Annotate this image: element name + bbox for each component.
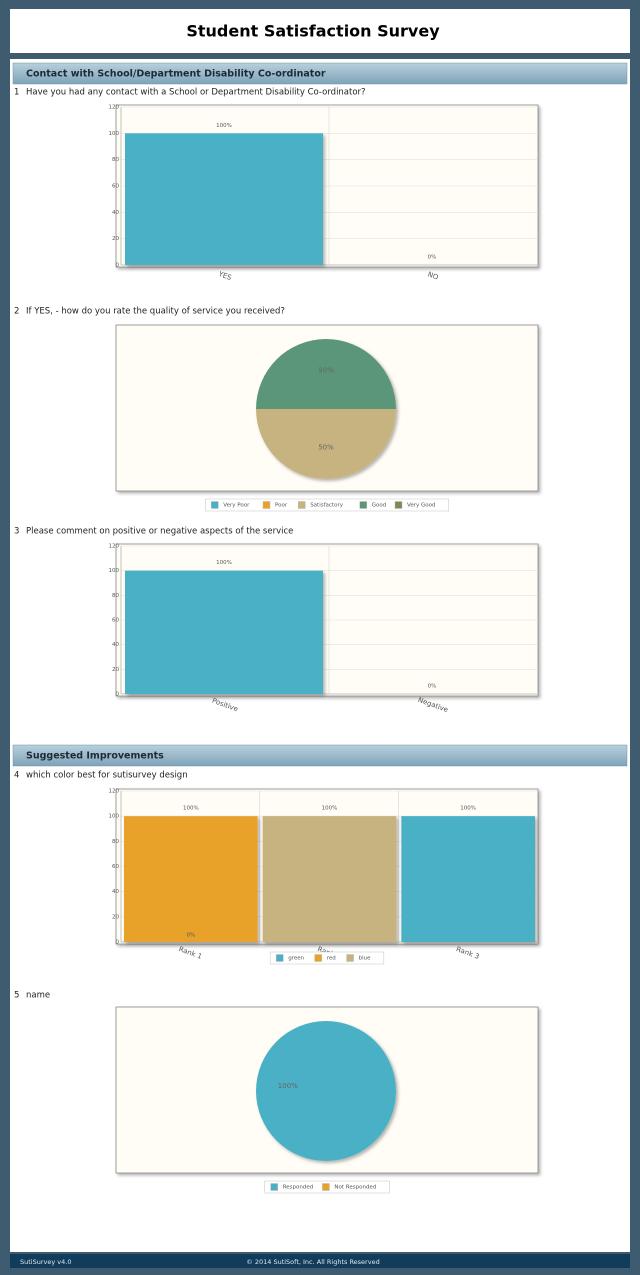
data-label: 50% xyxy=(318,444,334,452)
legend-swatch xyxy=(394,501,403,509)
y-tick-label: 60 xyxy=(112,184,119,190)
data-label: 0% xyxy=(428,684,437,690)
question-text: Have you had any contact with a School o… xyxy=(26,88,366,98)
legend-swatch xyxy=(270,1183,278,1191)
y-tick-label: 0 xyxy=(116,692,120,698)
legend-swatch xyxy=(262,501,271,509)
y-tick-label: 20 xyxy=(112,914,119,920)
legend-swatch xyxy=(211,501,219,509)
y-tick-label: 100 xyxy=(109,568,120,574)
header xyxy=(10,9,630,53)
y-tick-label: 100 xyxy=(109,131,120,137)
legend-label: Not Responded xyxy=(334,1185,376,1191)
question-number: 1 xyxy=(14,88,19,98)
data-label: 100% xyxy=(322,806,338,812)
footer-copyright: © 2014 SutiSoft, Inc. All Rights Reserve… xyxy=(246,1258,379,1266)
y-tick-label: 120 xyxy=(109,789,120,795)
legend-label: Satisfactory xyxy=(310,503,344,509)
y-tick-label: 20 xyxy=(112,236,119,242)
footer-version: SutiSurvey v4.0 xyxy=(20,1258,71,1266)
legend-label: Good xyxy=(372,503,386,509)
data-label: 100% xyxy=(460,806,476,812)
legend-label: Very Poor xyxy=(223,503,250,509)
bar xyxy=(125,133,323,265)
legend-label: Poor xyxy=(275,503,288,509)
page-title: Student Satisfaction Survey xyxy=(186,22,440,41)
bar-segment xyxy=(262,816,397,942)
y-tick-label: 60 xyxy=(112,618,119,624)
legend xyxy=(269,951,385,965)
legend-label: Very Good xyxy=(407,503,435,509)
bar-segment xyxy=(401,816,535,942)
y-tick-label: 40 xyxy=(112,210,119,216)
section-title: Suggested Improvements xyxy=(26,751,164,762)
legend-label: green xyxy=(288,956,304,962)
legend-label: blue xyxy=(359,956,372,962)
y-tick-label: 60 xyxy=(112,864,119,870)
section-header xyxy=(12,62,628,85)
question-text: Please comment on positive or negative a… xyxy=(26,527,293,537)
y-tick-label: 80 xyxy=(112,157,119,163)
section-header xyxy=(12,744,628,767)
question-text: name xyxy=(26,991,50,1001)
y-tick-label: 0 xyxy=(116,263,120,269)
y-tick-label: 120 xyxy=(109,105,120,111)
pie xyxy=(256,1021,396,1161)
section-title: Contact with School/Department Disabilit… xyxy=(26,69,326,80)
legend-label: Responded xyxy=(283,1185,314,1191)
question-text: which color best for sutisurvey design xyxy=(26,771,188,781)
legend-swatch xyxy=(314,954,322,962)
pie xyxy=(256,339,396,479)
pie-slice xyxy=(256,339,396,409)
legend-swatch xyxy=(275,954,284,962)
data-label: 50% xyxy=(318,367,334,375)
question-text: If YES, - how do you rate the quality of… xyxy=(26,307,285,317)
legend-swatch xyxy=(297,501,306,509)
y-tick-label: 120 xyxy=(109,544,120,550)
bar-segment xyxy=(124,816,258,942)
data-label: 100% xyxy=(216,123,232,129)
pie-slice xyxy=(256,409,396,479)
question-number: 3 xyxy=(14,527,19,537)
question-number: 2 xyxy=(14,307,19,317)
y-tick-label: 0 xyxy=(116,940,120,946)
question-number: 4 xyxy=(14,771,19,781)
data-label: 100% xyxy=(183,806,199,812)
data-label: 100% xyxy=(278,1082,298,1090)
legend-swatch xyxy=(346,954,354,962)
y-tick-label: 80 xyxy=(112,593,119,599)
bar xyxy=(125,570,323,694)
footer xyxy=(10,1254,630,1268)
x-tick-label: NO xyxy=(427,270,440,281)
data-label: 0% xyxy=(428,255,437,261)
y-tick-label: 40 xyxy=(112,889,119,895)
data-label: 0% xyxy=(186,933,195,939)
y-tick-label: 80 xyxy=(112,839,119,845)
y-tick-label: 40 xyxy=(112,642,119,648)
data-label: 100% xyxy=(216,560,232,566)
legend-swatch xyxy=(359,501,368,509)
pie-slice xyxy=(256,1021,396,1161)
legend-label: red xyxy=(327,956,336,962)
y-tick-label: 100 xyxy=(109,814,120,820)
question-number: 5 xyxy=(14,991,19,1001)
legend-swatch xyxy=(322,1183,330,1191)
y-tick-label: 20 xyxy=(112,667,119,673)
